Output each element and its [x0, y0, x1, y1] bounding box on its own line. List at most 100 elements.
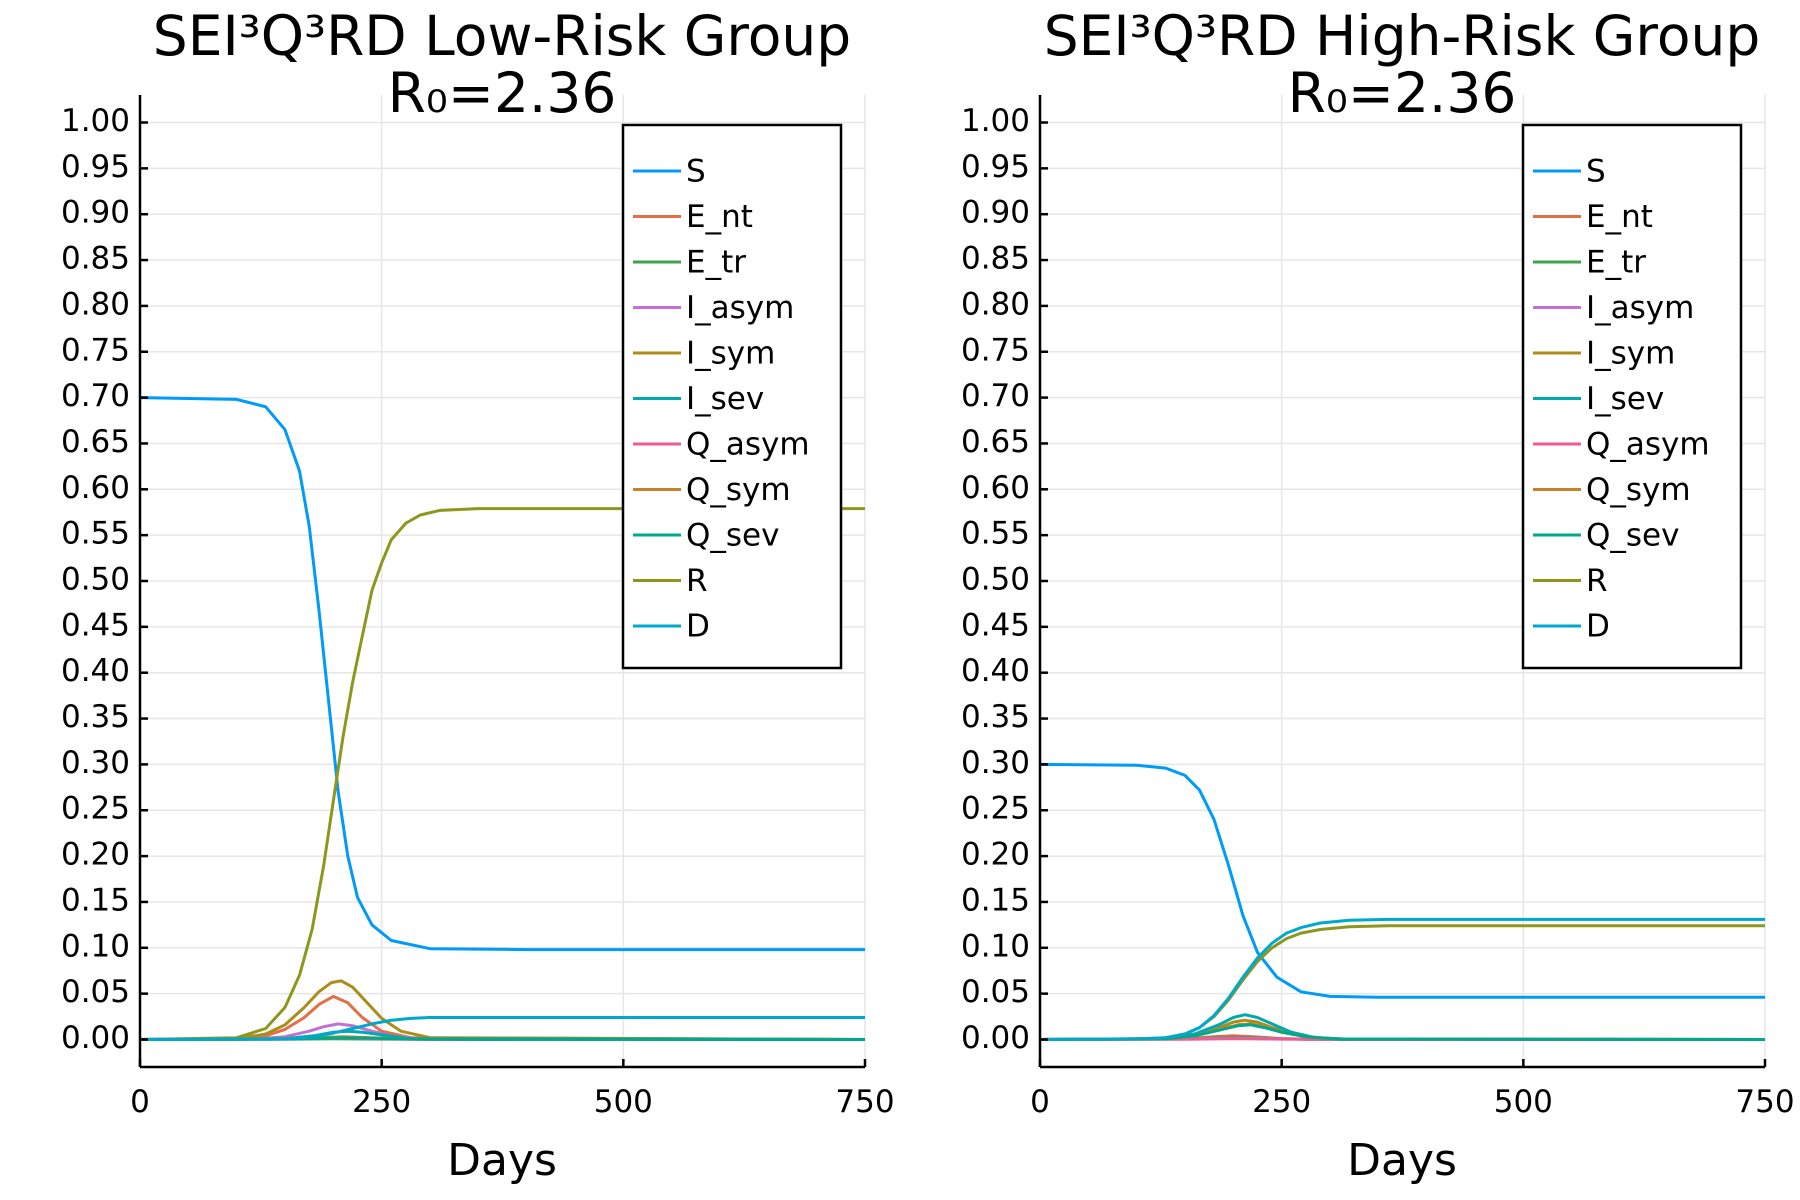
series-line-s [139, 396, 865, 952]
y-tick-label: 0.60 [61, 470, 130, 506]
series-lines [139, 396, 866, 1041]
chart-title: SEI³Q³RD High-Risk Group [1044, 4, 1761, 68]
legend-entry-label: I_sym [686, 336, 775, 372]
y-tick-label: 0.30 [61, 745, 130, 781]
y-tick-label: 0.90 [61, 195, 130, 231]
chart-title: SEI³Q³RD Low-Risk Group [153, 4, 851, 68]
x-tick-label: 500 [594, 1084, 653, 1120]
y-tick-label: 1.00 [961, 103, 1030, 139]
legend: S E_nt E_tr I_asym I_sym I_sev Q_asym Q_sym Q_se… [621, 123, 843, 670]
legend-entry-label: Q_asym [686, 427, 810, 463]
series-line-r [139, 507, 865, 1041]
series-line-d [1039, 917, 1765, 1041]
legend-entry-label: Q_sev [1586, 518, 1679, 554]
axes [1038, 95, 1767, 1069]
y-tick-label: 0.20 [61, 837, 130, 873]
x-tick-label: 0 [1030, 1084, 1050, 1120]
y-tick-label: 0.10 [61, 928, 130, 964]
y-tick-label: 0.00 [961, 1020, 1030, 1056]
x-axis-label: Days [447, 1135, 557, 1186]
y-tick-label: 0.55 [961, 516, 1030, 552]
chart-subtitle: R₀=2.36 [1288, 61, 1517, 125]
axes [138, 95, 867, 1069]
y-tick-labels: 0.00 0.05 0.10 0.15 0.20 0.25 0.30 0.35 0.40 0.45… [961, 103, 1030, 1056]
y-tick-label: 0.20 [961, 837, 1030, 873]
y-tick-label: 0.80 [961, 286, 1030, 322]
y-tick-label: 0.10 [961, 928, 1030, 964]
y-tick-label: 0.05 [61, 974, 130, 1010]
y-tick-label: 0.50 [961, 562, 1030, 598]
legend-entry-label: I_sym [1586, 336, 1675, 372]
legend-entry-label: D [686, 609, 710, 645]
legend-entry-label: Q_sym [686, 472, 791, 508]
legend-entry-label: Q_asym [1586, 427, 1710, 463]
legend-entry-label: Q_sym [1586, 472, 1691, 508]
y-tick-label: 0.85 [961, 241, 1030, 277]
series-line-i-sev [1039, 1013, 1766, 1041]
y-tick-label: 0.35 [61, 699, 130, 735]
legend: S E_nt E_tr I_asym I_sym I_sev Q_asym Q_sym Q_se… [1521, 123, 1743, 670]
legend-entry-label: D [1586, 609, 1610, 645]
y-tick-label: 1.00 [61, 103, 130, 139]
series-line-s [1039, 762, 1765, 999]
x-tick-labels: 0 250 500 750 [1030, 1084, 1794, 1120]
legend-entry-label: I_asym [1586, 290, 1694, 326]
legend-entry-label: I_sev [1586, 381, 1664, 417]
y-tick-label: 0.45 [61, 607, 130, 643]
y-tick-label: 0.45 [961, 607, 1030, 643]
y-tick-label: 0.15 [961, 882, 1030, 918]
y-tick-labels: 0.00 0.05 0.10 0.15 0.20 0.25 0.30 0.35 0.40 0.45… [61, 103, 130, 1056]
legend-entry-label: E_nt [1586, 199, 1653, 235]
x-tick-label: 750 [1735, 1084, 1794, 1120]
legend-entry-label: I_asym [686, 290, 794, 326]
y-tick-label: 0.60 [961, 470, 1030, 506]
y-tick-label: 0.00 [61, 1020, 130, 1056]
legend-entry-label: I_sev [686, 381, 764, 417]
y-tick-label: 0.15 [61, 882, 130, 918]
y-tick-label: 0.85 [61, 241, 130, 277]
low-risk-panel: SEI³Q³RD Low-Risk Group R₀=2.36 0.00 0.05… [61, 4, 895, 1186]
y-tick-label: 0.50 [61, 562, 130, 598]
y-tick-label: 0.65 [61, 424, 130, 460]
y-tick-label: 0.80 [61, 286, 130, 322]
y-tick-label: 0.05 [961, 974, 1030, 1010]
x-tick-labels: 0 250 500 750 [130, 1084, 894, 1120]
x-tick-label: 250 [352, 1084, 411, 1120]
y-tick-label: 0.70 [61, 378, 130, 414]
legend-entry-label: E_tr [1586, 245, 1646, 281]
legend-entry-label: E_tr [686, 245, 746, 281]
y-tick-label: 0.70 [961, 378, 1030, 414]
legend-entry-label: Q_sev [686, 518, 779, 554]
series-line-i-sym [1039, 1018, 1766, 1041]
y-tick-label: 0.90 [961, 195, 1030, 231]
legend-entry-label: S [1586, 154, 1606, 190]
y-tick-label: 0.75 [961, 332, 1030, 368]
series-lines [1039, 762, 1766, 1041]
y-tick-label: 0.55 [61, 516, 130, 552]
legend-entry-label: E_nt [686, 199, 753, 235]
y-tick-label: 0.25 [61, 791, 130, 827]
series-line-q-sev [1039, 1023, 1766, 1041]
series-line-r [1039, 924, 1765, 1041]
y-tick-label: 0.95 [961, 149, 1030, 185]
y-tick-label: 0.40 [961, 653, 1030, 689]
x-axis-label: Days [1347, 1135, 1457, 1186]
x-tick-label: 250 [1252, 1084, 1311, 1120]
y-tick-label: 0.40 [61, 653, 130, 689]
y-tick-label: 0.65 [961, 424, 1030, 460]
legend-entry-label: R [686, 563, 708, 599]
x-tick-label: 500 [1494, 1084, 1553, 1120]
chart-subtitle: R₀=2.36 [388, 61, 617, 125]
legend-entry-label: R [1586, 563, 1608, 599]
y-tick-label: 0.30 [961, 745, 1030, 781]
series-line-i-sym [139, 979, 866, 1041]
y-tick-label: 0.25 [961, 791, 1030, 827]
x-tick-label: 0 [130, 1084, 150, 1120]
series-line-d [139, 1016, 865, 1041]
y-tick-label: 0.35 [961, 699, 1030, 735]
x-tick-label: 750 [835, 1084, 894, 1120]
y-tick-label: 0.95 [61, 149, 130, 185]
legend-entry-label: S [686, 154, 706, 190]
high-risk-panel: SEI³Q³RD High-Risk Group R₀=2.36 0.000.0… [961, 4, 1795, 1186]
